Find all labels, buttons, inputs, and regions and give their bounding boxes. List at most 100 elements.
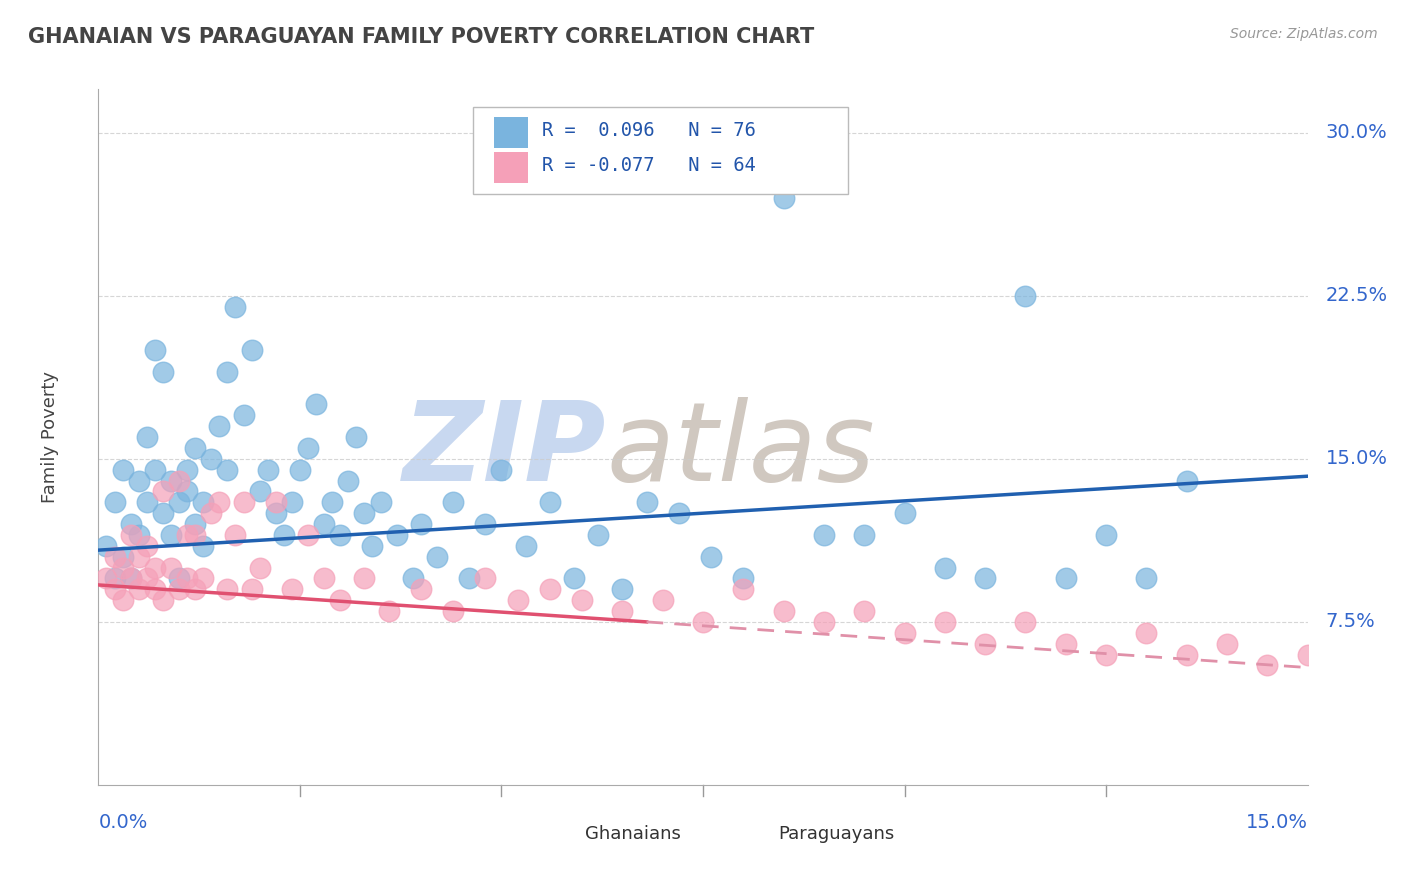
Point (232, 409, 254, 423)
Point (193, 495, 215, 509)
Point (135, 539, 157, 553)
Point (143, 560, 166, 574)
Point (167, 571, 190, 585)
Point (128, 528, 150, 542)
Point (934, 615, 956, 629)
Point (772, 604, 794, 618)
Text: 15.0%: 15.0% (1326, 450, 1388, 468)
Point (152, 484, 174, 499)
Text: 22.5%: 22.5% (1326, 286, 1388, 305)
Point (143, 343, 166, 357)
Point (281, 582, 304, 597)
Point (103, 582, 125, 597)
Point (120, 516, 142, 531)
Point (111, 560, 134, 574)
Point (353, 506, 375, 520)
Point (733, 571, 755, 585)
Point (143, 463, 166, 477)
Point (135, 430, 157, 444)
Point (281, 495, 304, 509)
Text: Ghanaians: Ghanaians (585, 825, 681, 843)
Point (143, 582, 166, 597)
Point (1135, 625, 1157, 640)
Point (120, 571, 142, 585)
Point (538, 495, 561, 509)
Point (1054, 571, 1077, 585)
Text: GHANAIAN VS PARAGUAYAN FAMILY POVERTY CORRELATION CHART: GHANAIAN VS PARAGUAYAN FAMILY POVERTY CO… (28, 27, 814, 46)
Point (377, 604, 399, 618)
Point (692, 615, 714, 629)
Point (128, 474, 150, 488)
Point (329, 593, 352, 607)
Point (305, 397, 328, 411)
Text: atlas: atlas (606, 398, 875, 505)
Point (256, 463, 278, 477)
Point (370, 495, 392, 509)
Point (152, 506, 174, 520)
Text: ZIP: ZIP (402, 398, 606, 505)
Point (111, 593, 134, 607)
Point (337, 474, 360, 488)
Text: 0.0%: 0.0% (98, 813, 148, 832)
Point (1095, 648, 1118, 662)
Point (409, 516, 432, 531)
Point (515, 539, 537, 553)
Point (314, 516, 336, 531)
Point (361, 539, 384, 553)
Text: Source: ZipAtlas.com: Source: ZipAtlas.com (1230, 27, 1378, 41)
Point (249, 560, 271, 574)
Point (668, 506, 690, 520)
Point (120, 528, 142, 542)
Point (1135, 571, 1157, 585)
Point (128, 582, 150, 597)
Point (474, 516, 496, 531)
Point (249, 484, 271, 499)
Point (217, 463, 239, 477)
Point (772, 191, 794, 205)
Text: Family Poverty: Family Poverty (41, 371, 59, 503)
FancyBboxPatch shape (546, 822, 572, 847)
Point (160, 474, 183, 488)
Point (893, 625, 915, 640)
Point (128, 549, 150, 564)
Point (441, 495, 464, 509)
Point (167, 495, 190, 509)
Point (700, 549, 723, 564)
FancyBboxPatch shape (494, 117, 527, 148)
Point (184, 516, 207, 531)
Point (1175, 474, 1198, 488)
Point (120, 571, 142, 585)
Point (193, 571, 215, 585)
Point (538, 582, 561, 597)
Point (103, 495, 125, 509)
Text: 15.0%: 15.0% (1246, 813, 1308, 832)
Point (491, 463, 513, 477)
Point (152, 593, 174, 607)
Point (103, 549, 125, 564)
Point (152, 365, 174, 379)
Point (636, 495, 658, 509)
Point (1256, 658, 1278, 673)
Point (586, 528, 609, 542)
Text: 30.0%: 30.0% (1326, 123, 1388, 142)
Text: R =  0.096   N = 76: R = 0.096 N = 76 (543, 121, 756, 140)
Point (297, 528, 319, 542)
Point (208, 419, 231, 434)
Point (813, 528, 835, 542)
Point (135, 571, 157, 585)
Point (1175, 648, 1198, 662)
Point (200, 451, 222, 466)
Point (184, 528, 207, 542)
Point (813, 615, 835, 629)
Point (974, 571, 997, 585)
Point (208, 495, 231, 509)
Point (506, 593, 529, 607)
Point (1216, 637, 1239, 651)
Point (474, 571, 496, 585)
Point (273, 528, 295, 542)
Point (458, 571, 481, 585)
FancyBboxPatch shape (474, 106, 848, 194)
Point (111, 463, 134, 477)
Point (1376, 658, 1399, 673)
Point (321, 495, 343, 509)
